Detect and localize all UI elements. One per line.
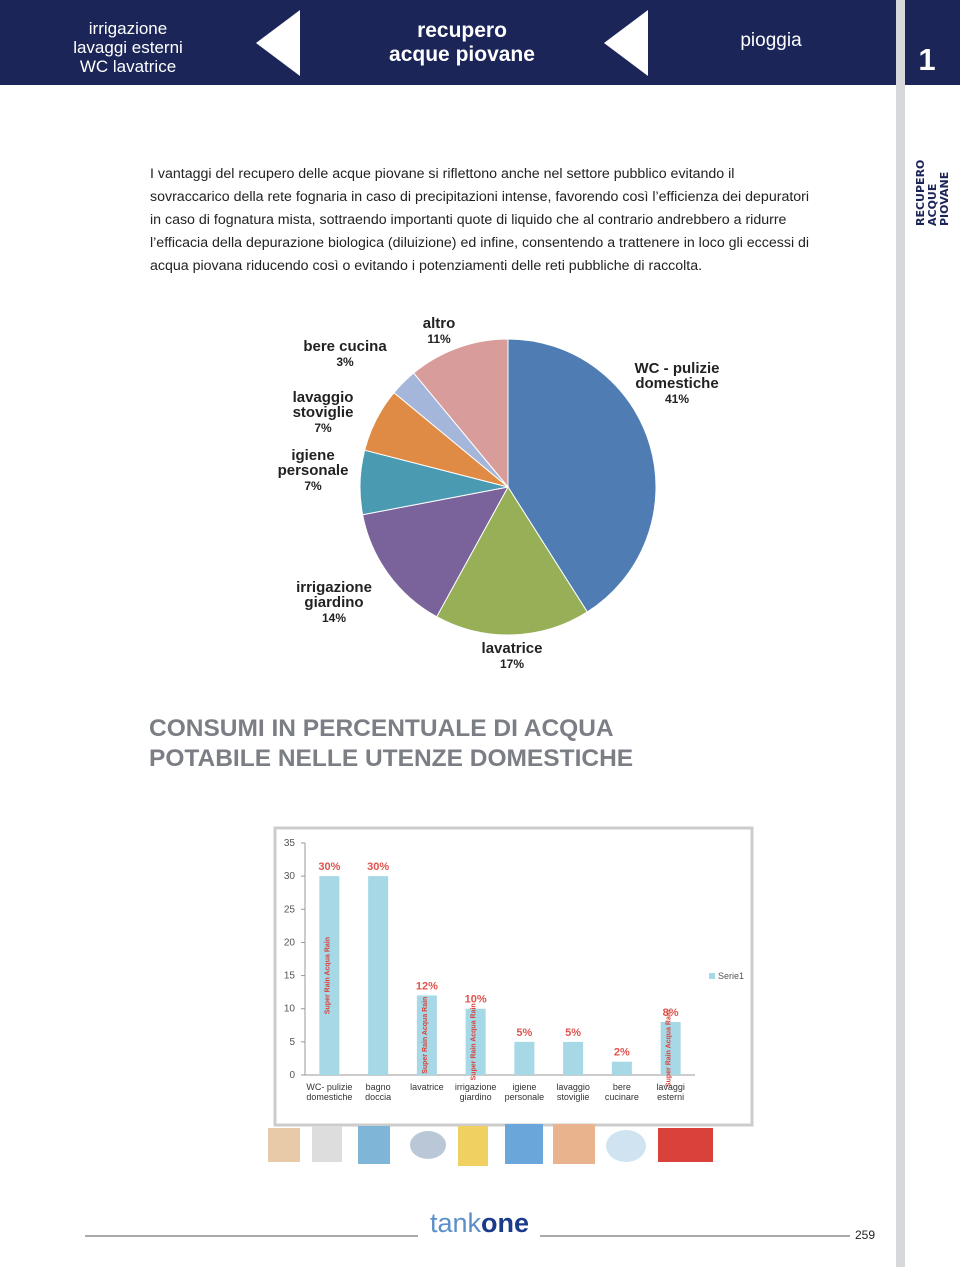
slice-value: 3% bbox=[336, 355, 354, 369]
bar-text: Super Rain Acqua Rain bbox=[422, 997, 429, 1074]
chart-title: CONSUMI IN PERCENTUALE DI ACQUA POTABILE… bbox=[149, 715, 634, 772]
slice-label: WC - pulizie domestiche bbox=[634, 360, 720, 392]
icon bbox=[606, 1130, 646, 1162]
header-right: pioggia bbox=[740, 30, 802, 51]
y-tick-label: 15 bbox=[284, 971, 296, 982]
value-label: 30% bbox=[318, 861, 340, 873]
slice-value: 7% bbox=[314, 421, 332, 435]
y-tick-label: 35 bbox=[284, 838, 296, 849]
y-tick-label: 10 bbox=[284, 1004, 296, 1015]
bar-text: Super Rain Acqua Rain bbox=[666, 1010, 673, 1087]
icon bbox=[658, 1128, 713, 1162]
icon bbox=[505, 1124, 543, 1164]
header-text: acque piovane bbox=[389, 43, 535, 66]
side-tab-text: ACQUE PIOVANE bbox=[926, 171, 951, 226]
bar bbox=[368, 876, 389, 1075]
value-label: 10% bbox=[465, 994, 487, 1006]
y-tick-label: 30 bbox=[284, 871, 296, 882]
brand-light: tank bbox=[430, 1208, 482, 1238]
slice-label: igiene personale bbox=[277, 447, 349, 479]
icon bbox=[458, 1126, 488, 1166]
y-tick-label: 0 bbox=[289, 1070, 295, 1081]
icon bbox=[268, 1128, 300, 1162]
brand-bold: one bbox=[481, 1208, 530, 1238]
pie-slice bbox=[412, 338, 509, 489]
bar bbox=[660, 1021, 681, 1075]
side-tab: RECUPERO ACQUE PIOVANE bbox=[914, 134, 951, 226]
value-label: 8% bbox=[663, 1007, 679, 1019]
slice-value: 17% bbox=[499, 657, 525, 671]
legend-label: Serie1 bbox=[718, 971, 744, 981]
legend-swatch bbox=[709, 973, 715, 979]
icon bbox=[553, 1124, 595, 1164]
bar-text: Super Rain Acqua Rain bbox=[471, 1003, 478, 1080]
x-tick-label: WC- pulizie domestiche bbox=[306, 1082, 353, 1102]
brand: tankone bbox=[430, 1208, 529, 1239]
slice-label: irrigazione giardino bbox=[296, 579, 372, 611]
slice-value: 7% bbox=[304, 479, 322, 493]
intro-text: I vantaggi del recupero delle acque piov… bbox=[150, 166, 810, 274]
bar bbox=[563, 1041, 584, 1075]
icons bbox=[268, 1124, 713, 1166]
x-tick-label: lavaggio stoviglie bbox=[556, 1082, 590, 1102]
header-text: recupero bbox=[417, 19, 507, 42]
slice-value: 11% bbox=[427, 332, 451, 346]
header-text: WC lavatrice bbox=[79, 57, 177, 76]
pie-slice bbox=[362, 486, 509, 618]
section-number: 1 bbox=[918, 42, 936, 77]
header-center: recupero acque piovane bbox=[342, 19, 582, 67]
y-tick-label: 25 bbox=[284, 904, 296, 915]
header-bar bbox=[0, 0, 960, 85]
pie-slice bbox=[507, 338, 657, 613]
x-tick-label: lavaggi esterni bbox=[656, 1082, 685, 1102]
header-text: lavaggi esterni bbox=[73, 38, 183, 57]
y-tick-label: 5 bbox=[289, 1037, 295, 1048]
x-tick-label: irrigazione giardino bbox=[454, 1082, 497, 1102]
bar bbox=[611, 1061, 632, 1075]
value-label: 2% bbox=[614, 1047, 630, 1059]
bar bbox=[465, 1008, 486, 1075]
value-label: 5% bbox=[516, 1027, 532, 1039]
value-label: 30% bbox=[367, 861, 389, 873]
icon bbox=[312, 1126, 342, 1162]
slice-label: lavatrice bbox=[481, 640, 543, 657]
x-tick-label: bere cucinare bbox=[604, 1082, 639, 1102]
slice-value: 41% bbox=[664, 392, 690, 406]
x-tick-label: igiene personale bbox=[504, 1082, 545, 1102]
bar bbox=[416, 995, 437, 1075]
y-tick-label: 20 bbox=[284, 937, 296, 948]
x-tick-label: bagno doccia bbox=[365, 1082, 392, 1102]
arrow bbox=[604, 10, 648, 76]
value-label: 5% bbox=[565, 1027, 581, 1039]
slice-label: bere cucina bbox=[303, 338, 387, 355]
value-label: 12% bbox=[416, 980, 438, 992]
x-tick-label: lavatrice bbox=[410, 1082, 444, 1092]
icon bbox=[358, 1126, 390, 1164]
bar-text: Super Rain Acqua Rain bbox=[324, 937, 331, 1014]
slice-value: 14% bbox=[321, 611, 347, 625]
bar bbox=[319, 876, 340, 1075]
page-number: 259 bbox=[855, 1228, 876, 1242]
header-left: irrigazione lavaggi esterni WC lavatrice bbox=[68, 19, 188, 76]
icon bbox=[410, 1131, 446, 1159]
side-stripe bbox=[896, 0, 905, 1267]
arrow bbox=[256, 10, 300, 76]
slice-label: lavaggio stoviglie bbox=[292, 389, 354, 421]
bar bbox=[514, 1041, 535, 1075]
header-text: irrigazione bbox=[88, 19, 168, 38]
pie-slice bbox=[436, 486, 588, 636]
slice-label: altro bbox=[422, 315, 456, 332]
